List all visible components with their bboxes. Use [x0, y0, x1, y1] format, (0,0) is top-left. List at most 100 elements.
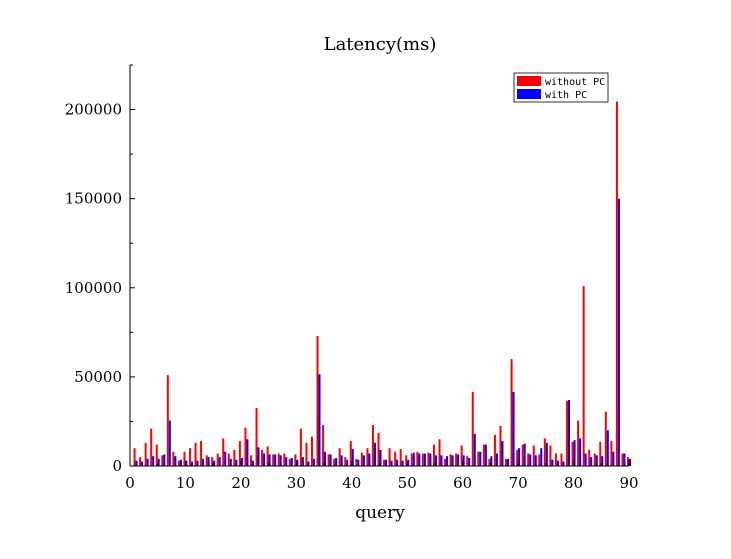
bar-without-pc-q72 [527, 453, 530, 466]
bar-without-pc-q7 [166, 375, 169, 466]
bar-without-pc-q29 [288, 458, 291, 466]
bar-with-pc-q86 [606, 430, 609, 466]
bar-with-pc-q88 [617, 198, 620, 467]
y-tick-label-0: 0 [112, 457, 122, 475]
bar-with-pc-q20 [240, 457, 243, 466]
bar-without-pc-q52 [416, 451, 419, 466]
bar-with-pc-q68 [507, 458, 510, 466]
bar-without-pc-q40 [349, 441, 352, 466]
bar-without-pc-q60 [460, 445, 463, 466]
bar-without-pc-q58 [449, 454, 452, 466]
bar-without-pc-q39 [344, 457, 347, 466]
bar-with-pc-q55 [434, 455, 437, 466]
bar-with-pc-q1 [135, 460, 138, 466]
x-tick-label-60: 60 [453, 474, 472, 492]
bar-with-pc-q9 [179, 459, 182, 466]
bar-with-pc-q69 [512, 392, 515, 466]
bar-without-pc-q66 [493, 434, 496, 466]
bar-without-pc-q76 [549, 445, 552, 466]
x-tick-label-90: 90 [619, 474, 638, 492]
bar-with-pc-q14 [207, 457, 210, 466]
bar-without-pc-q28 [283, 453, 286, 466]
bar-with-pc-q66 [495, 453, 498, 466]
bar-with-pc-q45 [379, 449, 382, 466]
bar-with-pc-q4 [152, 456, 155, 466]
bar-with-pc-q23 [257, 447, 260, 466]
bar-without-pc-q75 [543, 438, 546, 466]
bar-with-pc-q37 [335, 457, 338, 466]
bar-with-pc-q39 [346, 459, 349, 466]
bar-with-pc-q71 [523, 443, 526, 466]
bar-with-pc-q76 [551, 459, 554, 466]
bar-with-pc-q81 [579, 438, 582, 466]
legend-label-without-pc: without PC [545, 77, 605, 88]
bar-with-pc-q51 [412, 452, 415, 466]
legend-label-with-pc: with PC [545, 90, 587, 101]
bar-without-pc-q32 [305, 442, 308, 466]
bar-with-pc-q43 [368, 453, 371, 466]
bar-without-pc-q34 [316, 335, 319, 466]
bar-without-pc-q41 [355, 458, 358, 466]
bar-without-pc-q49 [399, 449, 402, 466]
bar-with-pc-q72 [529, 454, 532, 466]
bar-without-pc-q22 [249, 455, 252, 466]
bar-with-pc-q26 [274, 454, 277, 466]
x-tick-label-40: 40 [342, 474, 361, 492]
bar-with-pc-q59 [457, 454, 460, 466]
bar-with-pc-q12 [196, 460, 199, 466]
y-tick-label-50000: 50000 [74, 368, 122, 386]
bar-without-pc-q37 [333, 458, 336, 466]
bar-with-pc-q54 [429, 453, 432, 466]
bar-without-pc-q20 [238, 441, 241, 466]
x-tick-label-20: 20 [231, 474, 250, 492]
bar-with-pc-q49 [401, 460, 404, 466]
bar-without-pc-q71 [521, 444, 524, 466]
bar-without-pc-q81 [577, 420, 580, 466]
bar-with-pc-q85 [601, 456, 604, 466]
bar-with-pc-q24 [263, 453, 266, 466]
bar-without-pc-q87 [610, 441, 613, 466]
bar-without-pc-q70 [516, 449, 519, 466]
bar-without-pc-q55 [432, 444, 435, 466]
bar-without-pc-q11 [188, 448, 191, 466]
bar-without-pc-q61 [466, 456, 469, 466]
bar-with-pc-q89 [623, 453, 626, 466]
bar-with-pc-q19 [235, 459, 238, 466]
x-axis-label: query [355, 503, 405, 523]
bar-with-pc-q67 [501, 441, 504, 466]
bar-with-pc-q80 [573, 440, 576, 466]
bar-without-pc-q15 [211, 457, 214, 466]
bar-with-pc-q31 [301, 457, 304, 466]
x-tick-label-30: 30 [287, 474, 306, 492]
bar-without-pc-q89 [621, 453, 624, 466]
bar-without-pc-q64 [482, 444, 485, 466]
bar-without-pc-q3 [144, 442, 147, 466]
legend: without PC with PC [513, 72, 609, 103]
bar-without-pc-q82 [582, 286, 585, 466]
bar-with-pc-q5 [157, 458, 160, 466]
bar-without-pc-q56 [438, 439, 441, 466]
bar-with-pc-q41 [357, 459, 360, 466]
bar-without-pc-q74 [538, 454, 541, 466]
bar-without-pc-q73 [532, 445, 535, 466]
bar-with-pc-q7 [168, 420, 171, 466]
bar-without-pc-q78 [560, 453, 563, 466]
bar-with-pc-q83 [590, 457, 593, 466]
bar-without-pc-q86 [604, 411, 607, 466]
bar-without-pc-q2 [139, 457, 142, 466]
bar-with-pc-q27 [279, 455, 282, 466]
y-tick-label-100000: 100000 [65, 279, 122, 297]
x-tick-label-0: 0 [125, 474, 135, 492]
bar-without-pc-q21 [244, 427, 247, 466]
bar-with-pc-q25 [268, 454, 271, 466]
bar-without-pc-q47 [388, 448, 391, 466]
bar-without-pc-q80 [571, 441, 574, 466]
bar-with-pc-q70 [518, 448, 521, 466]
bar-without-pc-q77 [554, 453, 557, 466]
bar-without-pc-q8 [172, 451, 175, 466]
bar-without-pc-q68 [505, 458, 508, 466]
bar-with-pc-q16 [218, 457, 221, 466]
bar-without-pc-q10 [183, 451, 186, 466]
bar-without-pc-q65 [488, 458, 491, 466]
